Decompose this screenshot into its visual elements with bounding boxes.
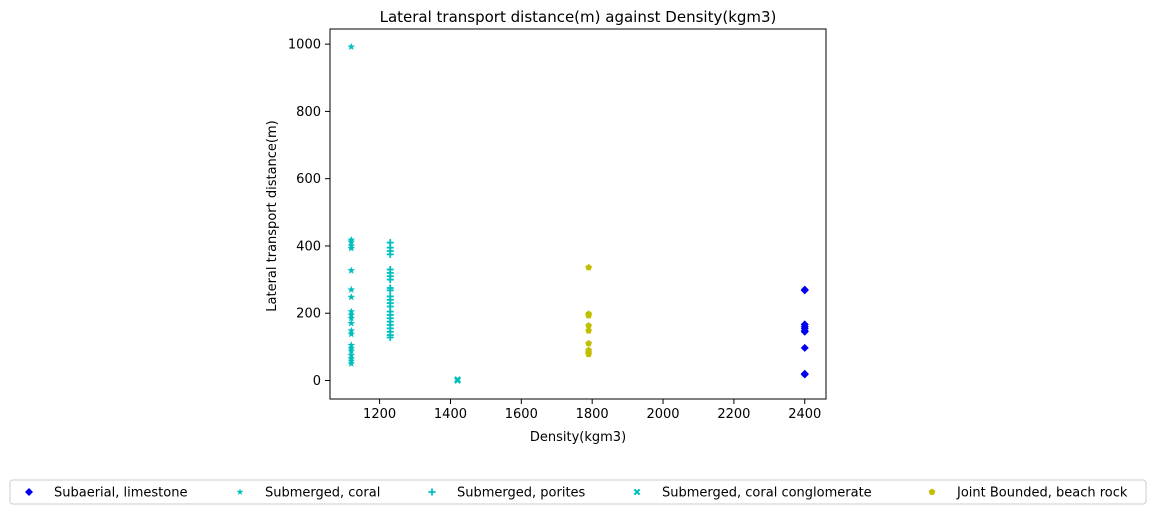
data-point	[585, 263, 592, 271]
legend-box	[9, 479, 1147, 505]
y-tick-label: 800	[296, 105, 321, 120]
data-point	[347, 359, 356, 367]
data-point	[585, 322, 592, 329]
chart-title: Lateral transport distance(m) against De…	[380, 8, 777, 26]
x-tick-label: 2400	[788, 407, 821, 422]
y-tick-label: 400	[296, 239, 321, 254]
data-point	[800, 370, 809, 379]
legend-marker	[25, 488, 33, 496]
data-point	[800, 327, 809, 336]
x-tick-label: 1600	[505, 407, 538, 422]
data-point	[386, 250, 394, 258]
x-tick-label: 2200	[717, 407, 750, 422]
series-1	[347, 42, 356, 367]
data-point	[347, 266, 356, 274]
legend-label: Joint Bounded, beach rock	[956, 486, 1128, 501]
data-point	[585, 340, 592, 347]
data-point	[800, 343, 809, 352]
data-point	[454, 377, 461, 384]
y-axis-label: Lateral transport distance(m)	[265, 120, 280, 311]
data-point	[585, 350, 592, 358]
x-tick-label: 1200	[363, 407, 396, 422]
legend-marker	[428, 488, 436, 496]
legend-marker	[236, 488, 244, 495]
legend-label: Submerged, coral conglomerate	[662, 486, 872, 501]
y-tick-label: 1000	[288, 38, 321, 53]
y-tick-label: 600	[296, 172, 321, 187]
y-tick-label: 0	[313, 374, 321, 389]
legend-label: Submerged, coral	[265, 486, 380, 501]
data-point	[347, 244, 356, 252]
data-point	[585, 327, 592, 334]
legend-marker	[928, 488, 936, 495]
data-point	[386, 276, 394, 284]
data-point	[347, 293, 356, 301]
plot-frame	[329, 28, 827, 400]
plot-area: 1200 1400 1600 1800 2000 2200 2400 0 200 400 600 80…	[288, 28, 827, 422]
y-tick-label: 200	[296, 307, 321, 322]
data-point	[386, 286, 394, 294]
x-tick-label: 2000	[646, 407, 679, 422]
data-point	[347, 237, 356, 246]
legend: Subaerial, limestone Submerged, coral Subm…	[9, 479, 1147, 505]
series-0	[800, 285, 809, 379]
x-axis-label: Density(kgm3)	[530, 430, 626, 445]
data-point	[347, 285, 356, 293]
x-tick-label: 1400	[434, 407, 467, 422]
series-3	[454, 376, 461, 384]
data-point	[347, 314, 356, 322]
legend-label: Subaerial, limestone	[54, 486, 187, 501]
legend-label: Submerged, porites	[457, 486, 586, 501]
series-4	[585, 263, 592, 358]
legend-marker	[633, 488, 641, 496]
data-point	[347, 346, 356, 355]
data-point	[386, 333, 394, 341]
data-point	[585, 312, 592, 319]
data-point	[347, 330, 356, 338]
data-point	[347, 319, 356, 327]
series-2	[386, 239, 394, 341]
x-tick-label: 1800	[576, 407, 609, 422]
data-point	[800, 286, 809, 295]
data-point	[347, 42, 356, 51]
